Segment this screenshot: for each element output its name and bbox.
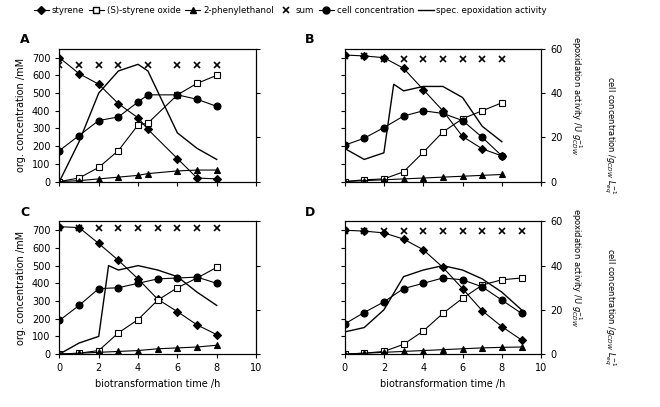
Text: A: A: [20, 33, 30, 46]
Y-axis label: org. concentration /mM: org. concentration /mM: [16, 231, 26, 345]
Y-axis label: org. concentration /mM: org. concentration /mM: [16, 58, 26, 172]
Text: epoxidation activity /U $g_{CDW}^{-1}$: epoxidation activity /U $g_{CDW}^{-1}$: [569, 36, 584, 155]
Text: cell concentration /$g_{CDW}$ $L_{eq}^{-1}$: cell concentration /$g_{CDW}$ $L_{eq}^{-…: [603, 76, 618, 195]
Text: C: C: [20, 206, 29, 219]
Text: cell concentration /$g_{CDW}$ $L_{eq}^{-1}$: cell concentration /$g_{CDW}$ $L_{eq}^{-…: [603, 248, 618, 367]
Legend: styrene, (S)-styrene oxide, 2-phenylethanol, sum, cell concentration, spec. epox: styrene, (S)-styrene oxide, 2-phenyletha…: [34, 7, 547, 15]
Text: D: D: [305, 206, 315, 219]
Text: B: B: [305, 33, 315, 46]
Text: epoxidation activity /U $g_{CDW}^{-1}$: epoxidation activity /U $g_{CDW}^{-1}$: [569, 208, 584, 327]
X-axis label: biotransformation time /h: biotransformation time /h: [95, 379, 220, 389]
X-axis label: biotransformation time /h: biotransformation time /h: [380, 379, 506, 389]
